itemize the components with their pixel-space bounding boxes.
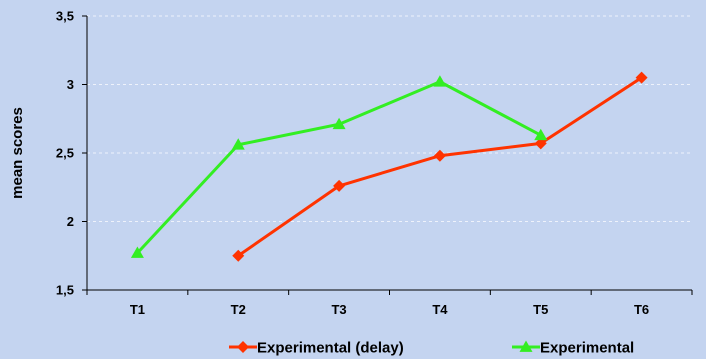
y-axis-title: mean scores: [9, 107, 26, 199]
x-tick-label: T6: [634, 302, 649, 317]
x-tick-label: T2: [231, 302, 246, 317]
series-group: [130, 71, 648, 262]
y-tick-label: 2: [67, 214, 74, 229]
data-point: [232, 249, 245, 262]
y-tick-label: 3: [67, 77, 74, 92]
x-tick-label: T1: [130, 302, 145, 317]
legend-label: Experimental (delay): [257, 340, 404, 357]
legend-entry: Experimental: [512, 340, 634, 357]
x-tick-label: T3: [331, 302, 346, 317]
data-point: [332, 117, 346, 130]
data-point: [534, 128, 548, 141]
data-point: [635, 71, 648, 84]
data-point: [433, 149, 446, 162]
legend-marker: [237, 341, 249, 353]
data-point: [433, 75, 447, 87]
x-tick-label: T5: [533, 302, 548, 317]
y-tick-label: 1,5: [56, 283, 74, 298]
x-axis-ticks: T1 T2 T3 T4 T5 T6: [86, 290, 693, 317]
y-tick-label: 2,5: [56, 146, 74, 161]
data-point: [130, 246, 144, 258]
legend-marker: [519, 340, 533, 352]
y-tick-label: 3,5: [56, 9, 74, 24]
y-axis-ticks: 1,5 2 2,5 3 3,5: [56, 9, 87, 298]
data-point: [534, 137, 547, 150]
series-1: [232, 71, 648, 262]
gridlines: [87, 15, 692, 222]
legend-entry: Experimental (delay): [229, 340, 404, 357]
legend-label: Experimental: [540, 340, 634, 357]
series-2: [130, 75, 548, 258]
x-tick-label: T4: [432, 302, 448, 317]
data-point: [333, 179, 346, 192]
data-point: [231, 138, 245, 150]
legend: Experimental (delay) Experimental: [229, 340, 634, 357]
